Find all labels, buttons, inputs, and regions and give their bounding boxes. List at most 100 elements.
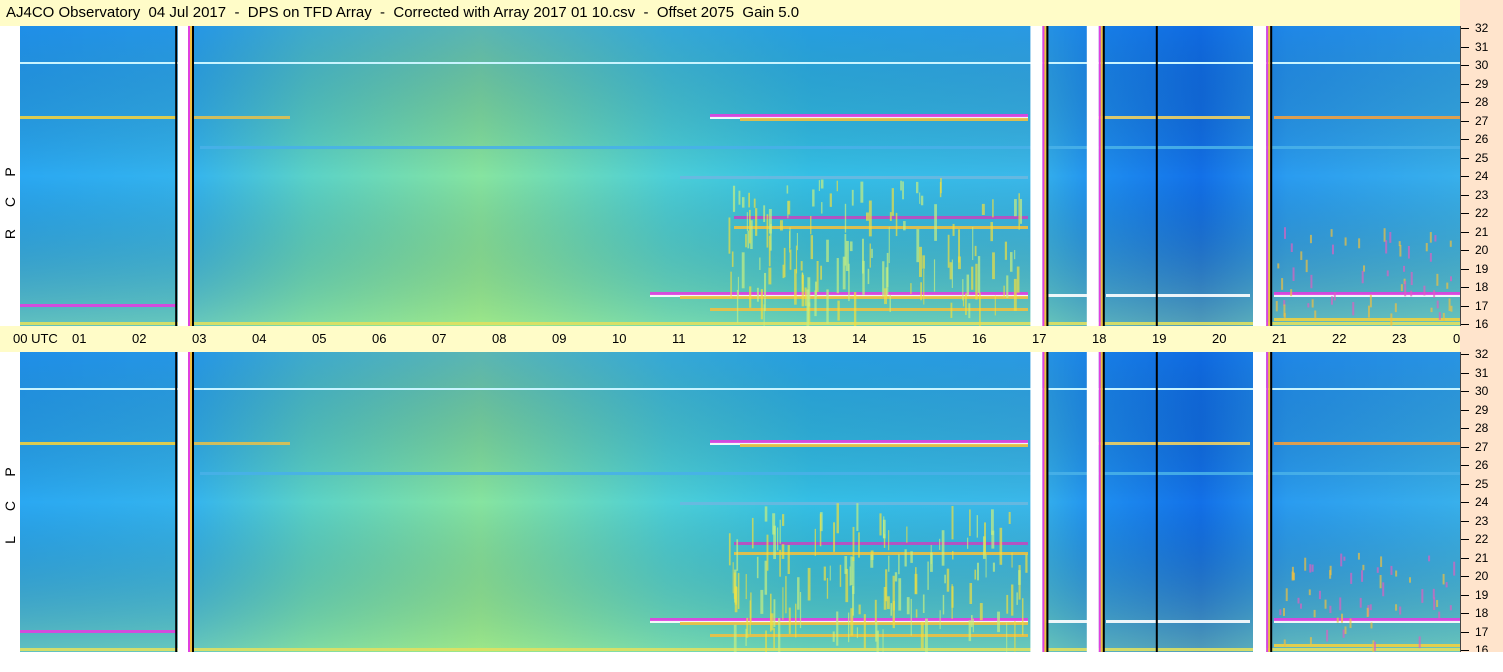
signal-speckle [756, 556, 759, 579]
interference-band [200, 472, 1460, 475]
signal-speckle [764, 560, 768, 595]
interference-band [650, 292, 1028, 295]
signal-speckle [939, 538, 941, 550]
freq-tick-label: 24 [1475, 169, 1489, 183]
gap-edge-yellow [190, 26, 192, 326]
signal-speckle [836, 180, 838, 192]
signal-speckle [1383, 228, 1386, 242]
signal-speckle [782, 264, 785, 279]
signal-speckle [1013, 278, 1017, 311]
signal-speckle [1279, 609, 1282, 616]
signal-speckle [916, 229, 920, 263]
signal-speckle [1275, 301, 1278, 312]
signal-speckle [738, 190, 741, 205]
signal-speckle [966, 274, 970, 296]
signal-speckle [1009, 252, 1013, 272]
signal-speckle [968, 303, 971, 319]
gap-edge-black [1270, 26, 1273, 326]
signal-speckle [1423, 285, 1426, 296]
gap-edge-yellow [1100, 26, 1103, 326]
signal-speckle [972, 226, 974, 261]
interference-band [710, 114, 1028, 117]
signal-speckle [1394, 303, 1397, 313]
signal-speckle [1019, 198, 1023, 224]
signal-speckle [918, 246, 922, 277]
lcp-letter-c: C [2, 500, 18, 512]
signal-speckle [1014, 199, 1017, 217]
signal-speckle [990, 509, 994, 535]
signal-speckle [985, 554, 987, 578]
signal-speckle [1380, 556, 1383, 567]
interference-band [1106, 294, 1250, 297]
time-tick-label: 02 [132, 331, 147, 346]
signal-speckle [874, 599, 877, 625]
time-tick-label: 06 [372, 331, 387, 346]
signal-speckle [1340, 553, 1343, 567]
signal-speckle [753, 198, 756, 208]
freq-tick-mark [1461, 213, 1469, 214]
signal-speckle [852, 557, 855, 595]
signal-speckle [890, 603, 893, 616]
signal-speckle [1433, 290, 1436, 298]
freq-tick-label: 30 [1475, 58, 1489, 72]
signal-speckle [848, 263, 850, 302]
freq-tick-mark [1461, 139, 1469, 140]
time-tick-label: 03 [192, 331, 207, 346]
signal-speckle [800, 261, 803, 271]
signal-speckle [821, 202, 823, 214]
gap-edge-black [1102, 352, 1105, 652]
signal-speckle [1292, 267, 1295, 282]
interference-band [734, 552, 1028, 555]
freq-tick-mark [1461, 502, 1469, 503]
signal-speckle [852, 526, 855, 562]
signal-speckle [974, 569, 977, 580]
signal-speckle [979, 603, 983, 621]
freq-tick-label: 18 [1475, 280, 1489, 294]
gap-edge-magenta [188, 26, 190, 326]
signal-speckle [992, 562, 995, 572]
signal-speckle [839, 564, 842, 587]
interference-band [710, 634, 1028, 637]
signal-speckle [934, 204, 937, 241]
time-tick-label: 23 [1392, 331, 1407, 346]
signal-speckle [1292, 572, 1295, 581]
signal-speckle [779, 220, 783, 231]
data-gap [177, 352, 188, 652]
signal-speckle [760, 589, 764, 614]
interference-band [680, 176, 1028, 179]
interference-band [20, 630, 176, 633]
signal-speckle [976, 562, 979, 581]
signal-speckle [773, 599, 776, 628]
signal-speckle [781, 544, 785, 559]
bottom-margin [0, 652, 1503, 672]
signal-speckle [1006, 622, 1008, 652]
freq-tick-mark [1461, 305, 1469, 307]
signal-speckle [733, 624, 737, 652]
signal-speckle [750, 220, 753, 250]
signal-speckle [1372, 640, 1375, 652]
signal-speckle [861, 238, 864, 274]
signal-speckle [1357, 552, 1360, 560]
signal-speckle [1350, 572, 1353, 584]
signal-speckle [853, 292, 857, 326]
rcp-letter-c: C [2, 196, 18, 208]
signal-speckle [1283, 304, 1286, 317]
signal-speckle [1283, 300, 1286, 306]
signal-speckle [992, 252, 995, 280]
signal-speckle [975, 263, 978, 300]
spectrogram-30mhz-line [20, 62, 1460, 64]
interference-band [194, 116, 290, 119]
freq-tick-mark [1461, 465, 1469, 466]
signal-speckle [910, 551, 913, 563]
signal-speckle [906, 526, 908, 543]
signal-speckle [1291, 571, 1294, 581]
signal-speckle [1339, 597, 1342, 611]
signal-speckle [910, 283, 912, 294]
signal-speckle [1324, 599, 1327, 609]
signal-speckle [820, 179, 824, 189]
time-tick-label: 09 [552, 331, 567, 346]
interference-band [1046, 294, 1088, 297]
freq-axis-mid [1460, 326, 1503, 352]
signal-speckle [952, 551, 954, 560]
signal-speckle [1434, 235, 1437, 242]
